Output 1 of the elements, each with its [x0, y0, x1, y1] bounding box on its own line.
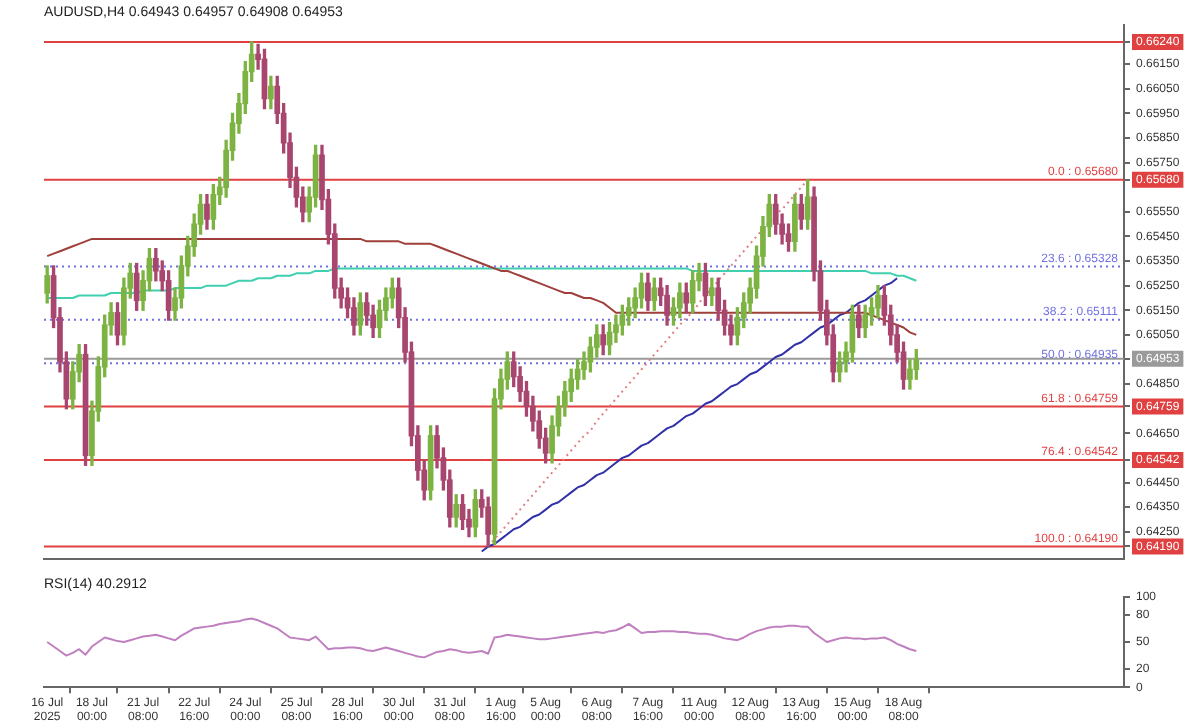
- line-series: [487, 178, 809, 548]
